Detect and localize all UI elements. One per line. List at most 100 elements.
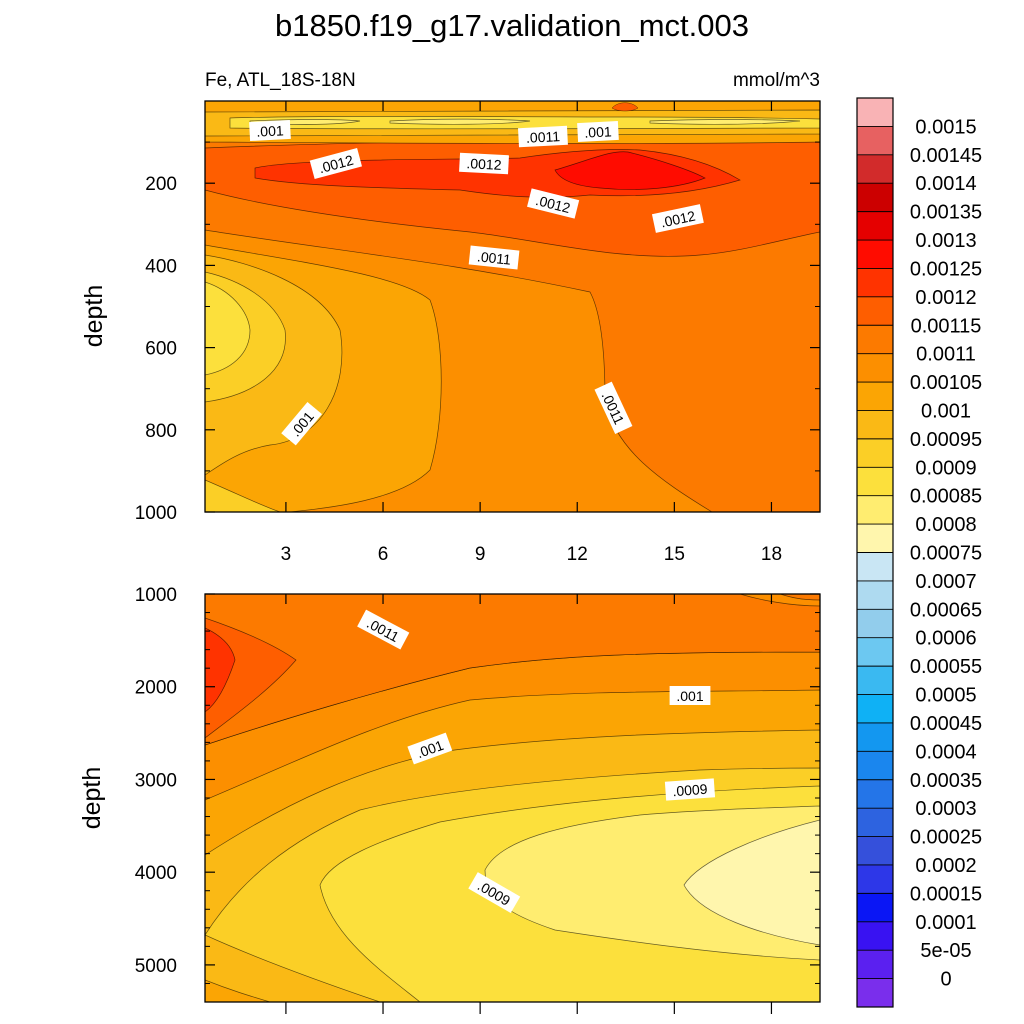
colorbar-swatch — [857, 836, 893, 866]
colorbar-label: 0.00025 — [910, 827, 982, 849]
units-label: mmol/m^3 — [733, 70, 820, 91]
colorbar-label: 0.0001 — [915, 912, 976, 934]
contour-label-text: .0012 — [659, 207, 697, 230]
colorbar-swatch — [857, 552, 893, 582]
colorbar-label: 0.0007 — [915, 571, 976, 593]
colorbar-label: 5e-05 — [920, 940, 971, 962]
contour-label-box — [594, 381, 633, 435]
contour-label: .0011 — [468, 245, 520, 270]
colorbar-label: 0.00135 — [910, 202, 982, 224]
contour-label-box — [664, 778, 716, 801]
colorbar-swatch — [857, 211, 893, 241]
upper-ytick-label: 1000 — [135, 503, 177, 524]
contour-label-box — [577, 120, 619, 143]
upper-region-085 — [205, 281, 251, 376]
xtick-label: 6 — [378, 544, 389, 565]
upper-region-ridge — [205, 479, 281, 512]
contour-label-text: .0011 — [476, 248, 512, 267]
contour-label: .0009 — [664, 778, 716, 801]
colorbar-label: 0.0013 — [915, 230, 976, 252]
contour-label-box — [249, 119, 291, 142]
colorbar-label: 0.00125 — [910, 258, 982, 280]
upper-contour-fill — [205, 101, 820, 512]
colorbar-label: 0.00145 — [910, 145, 982, 167]
colorbar-swatch — [857, 779, 893, 809]
colorbar-label: 0.00045 — [910, 713, 982, 735]
colorbar-swatch — [857, 637, 893, 667]
xtick-label: 3 — [281, 544, 292, 565]
upper-ticks: 200 400 600 800 1000 3 6 9 12 15 18 — [135, 101, 820, 565]
contour-label-box — [468, 872, 521, 914]
colorbar-label: 0.0004 — [915, 741, 976, 763]
contour-label: .0012 — [651, 204, 704, 233]
colorbar-swatch — [857, 438, 893, 468]
upper-ylabel: depth — [80, 285, 108, 348]
colorbar-swatch — [857, 154, 893, 184]
upper-ytick-label: 800 — [145, 421, 177, 442]
colorbar-swatch — [857, 410, 893, 440]
colorbar-label: 0.0003 — [915, 798, 976, 820]
colorbar-label: 0.00055 — [910, 656, 982, 678]
colorbar-swatch — [857, 183, 893, 212]
contour-label-text: .001 — [256, 122, 284, 139]
colorbar-label: 0.00075 — [910, 543, 982, 565]
contour-label-text: .0012 — [466, 155, 502, 173]
colorbar-label: 0.00095 — [910, 429, 982, 451]
contour-label: .001 — [249, 119, 291, 142]
contour-label: .0012 — [459, 152, 509, 175]
lower-region-12 — [205, 627, 236, 713]
colorbar-label: 0.00015 — [910, 883, 982, 905]
colorbar-swatch — [857, 808, 893, 837]
lower-ylabel: depth — [78, 767, 106, 830]
lower-ytick-label: 4000 — [135, 863, 177, 884]
colorbar-label: 0.0005 — [915, 685, 976, 707]
lower-ytick-label: 5000 — [135, 956, 177, 977]
colorbar-label: 0.00035 — [910, 770, 982, 792]
colorbar-swatch — [857, 495, 893, 525]
lower-region-08b — [683, 819, 820, 946]
upper-ytick-label: 200 — [145, 174, 177, 195]
lower-region-top-right-2 — [779, 594, 820, 601]
contour-label-box — [309, 147, 362, 180]
lower-ytick-label: 3000 — [135, 770, 177, 791]
xtick-label: 9 — [475, 544, 486, 565]
colorbar-swatch — [857, 296, 893, 326]
lower-region-11 — [205, 594, 820, 746]
chart-title: b1850.f19_g17.validation_mct.003 — [275, 8, 749, 43]
colorbar-swatch — [857, 666, 893, 695]
upper-ytick-label: 400 — [145, 256, 177, 277]
contour-label: .001 — [577, 120, 619, 143]
contour-label-box — [357, 609, 410, 650]
colorbar-swatch — [857, 580, 893, 610]
contour-label-box — [669, 686, 711, 705]
colorbar-swatch — [857, 467, 893, 496]
contour-label-box — [281, 401, 323, 446]
upper-region-125 — [554, 151, 706, 190]
colorbar-swatch — [857, 864, 893, 894]
contour-label-box — [459, 152, 509, 175]
colorbar-swatch — [857, 921, 893, 951]
colorbar-swatch — [857, 950, 893, 979]
colorbar-swatch — [857, 609, 893, 639]
colorbar-swatch — [857, 240, 893, 269]
colorbar-swatch — [857, 722, 893, 752]
colorbar-label: 0.0012 — [915, 287, 976, 309]
colorbar-swatch — [857, 268, 893, 298]
colorbar-label: 0.0011 — [916, 344, 976, 366]
colorbar-label: 0.0009 — [915, 457, 976, 479]
colorbar-swatch — [857, 98, 893, 127]
xtick-label: 12 — [567, 544, 588, 565]
colorbar-label: 0.0008 — [915, 514, 976, 536]
contour-label-text: .001 — [584, 123, 612, 140]
lower-ytick-label: 2000 — [135, 678, 177, 699]
upper-hotspot — [611, 102, 639, 112]
colorbar-label: 0.0014 — [915, 173, 976, 195]
xtick-label: 18 — [761, 544, 782, 565]
contour-label-box — [651, 204, 704, 233]
lower-ticks: 1000 2000 3000 4000 5000 — [135, 585, 820, 1014]
upper-panel: 200 400 600 800 1000 3 6 9 12 15 18 .001 .0011 .001.… — [80, 100, 821, 565]
colorbar-swatch — [857, 893, 893, 923]
colorbar-swatch — [857, 126, 893, 156]
upper-ytick-label: 600 — [145, 339, 177, 360]
